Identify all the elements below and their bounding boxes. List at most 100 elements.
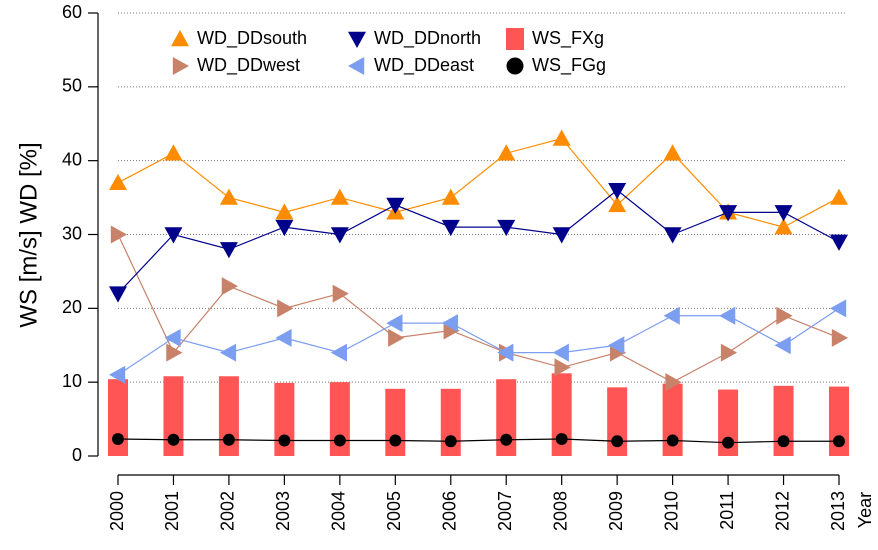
- x-tick-label: 2005: [384, 491, 404, 531]
- y-tick-label: 20: [62, 297, 82, 317]
- y-tick-label: 60: [62, 2, 82, 22]
- point: [164, 328, 181, 347]
- point: [608, 183, 627, 200]
- legend-label: WD_DDeast: [374, 55, 474, 76]
- point: [112, 433, 124, 445]
- line: [117, 137, 840, 228]
- point: [552, 129, 571, 146]
- point: [330, 188, 349, 205]
- point: [776, 306, 793, 325]
- point: [497, 144, 516, 161]
- point: [608, 336, 625, 355]
- bar: [718, 389, 739, 456]
- point: [833, 435, 845, 448]
- x-tick-label: 2003: [273, 491, 293, 531]
- legend-label: WS_FGg: [532, 55, 606, 76]
- point: [388, 328, 405, 347]
- point: [830, 188, 848, 205]
- point: [441, 219, 460, 237]
- point: [219, 343, 237, 362]
- point: [109, 286, 127, 303]
- legend-marker: [348, 31, 366, 48]
- y-axis-label: WS [m/s] WD [%]: [15, 142, 42, 327]
- legend-label: WD_DDnorth: [374, 28, 481, 49]
- point: [110, 225, 127, 244]
- y-tick-label: 10: [62, 371, 82, 391]
- point: [219, 242, 238, 259]
- x-axis-label: Year: [855, 492, 875, 528]
- x-tick-label: 2013: [828, 491, 848, 531]
- point: [611, 435, 624, 448]
- point: [330, 343, 348, 362]
- point: [109, 365, 126, 384]
- point: [441, 188, 460, 205]
- y-tick-label: 40: [62, 149, 82, 169]
- bar: [218, 376, 239, 456]
- point: [222, 433, 235, 446]
- point: [666, 434, 679, 447]
- point: [386, 314, 403, 333]
- point: [330, 227, 349, 244]
- point: [608, 195, 627, 213]
- legend-marker: [172, 57, 189, 75]
- line: [117, 438, 839, 444]
- legend-marker: [506, 57, 524, 75]
- x-tick-label: 2009: [606, 491, 626, 531]
- point: [663, 227, 682, 244]
- y-tick-label: 30: [62, 223, 82, 243]
- bar: [551, 373, 572, 456]
- point: [109, 173, 127, 191]
- point: [275, 219, 294, 237]
- point: [555, 433, 568, 445]
- point: [830, 234, 848, 251]
- point: [167, 433, 180, 446]
- point: [719, 306, 736, 325]
- y-tick-label: 50: [62, 76, 82, 96]
- x-tick-label: 2010: [661, 491, 681, 531]
- point: [441, 314, 458, 333]
- legend-label: WS_FXg: [532, 28, 604, 49]
- point: [221, 277, 238, 296]
- line: [117, 307, 840, 376]
- point: [275, 328, 292, 347]
- point: [831, 328, 848, 347]
- point: [830, 299, 847, 318]
- point: [166, 343, 183, 362]
- point: [552, 227, 571, 244]
- point: [497, 219, 516, 237]
- point: [386, 197, 405, 214]
- point: [722, 436, 735, 449]
- point: [277, 299, 294, 318]
- point: [278, 434, 291, 447]
- legend-marker: [171, 30, 189, 47]
- legend-marker: [506, 28, 524, 50]
- x-tick-label: 2011: [717, 491, 737, 530]
- point: [219, 188, 238, 205]
- x-tick-label: 2002: [218, 491, 238, 531]
- bar: [163, 376, 184, 456]
- point: [774, 336, 791, 355]
- point: [719, 205, 738, 222]
- point: [332, 284, 349, 303]
- x-tick-label: 2012: [772, 491, 792, 531]
- point: [497, 343, 514, 362]
- point: [389, 434, 402, 447]
- point: [500, 433, 513, 446]
- x-tick-label: 2006: [440, 491, 460, 531]
- point: [663, 144, 682, 161]
- x-tick-label: 2008: [550, 491, 570, 531]
- y-tick-label: 0: [72, 445, 82, 465]
- point: [333, 434, 346, 447]
- point: [164, 227, 183, 244]
- line: [117, 234, 840, 383]
- point: [774, 218, 793, 235]
- legend-marker: [348, 57, 365, 75]
- point: [164, 144, 183, 161]
- point: [444, 435, 457, 448]
- point: [774, 205, 793, 222]
- point: [552, 343, 569, 362]
- point: [554, 358, 571, 377]
- line: [117, 189, 840, 294]
- x-tick-label: 2007: [495, 491, 515, 531]
- point: [665, 373, 682, 392]
